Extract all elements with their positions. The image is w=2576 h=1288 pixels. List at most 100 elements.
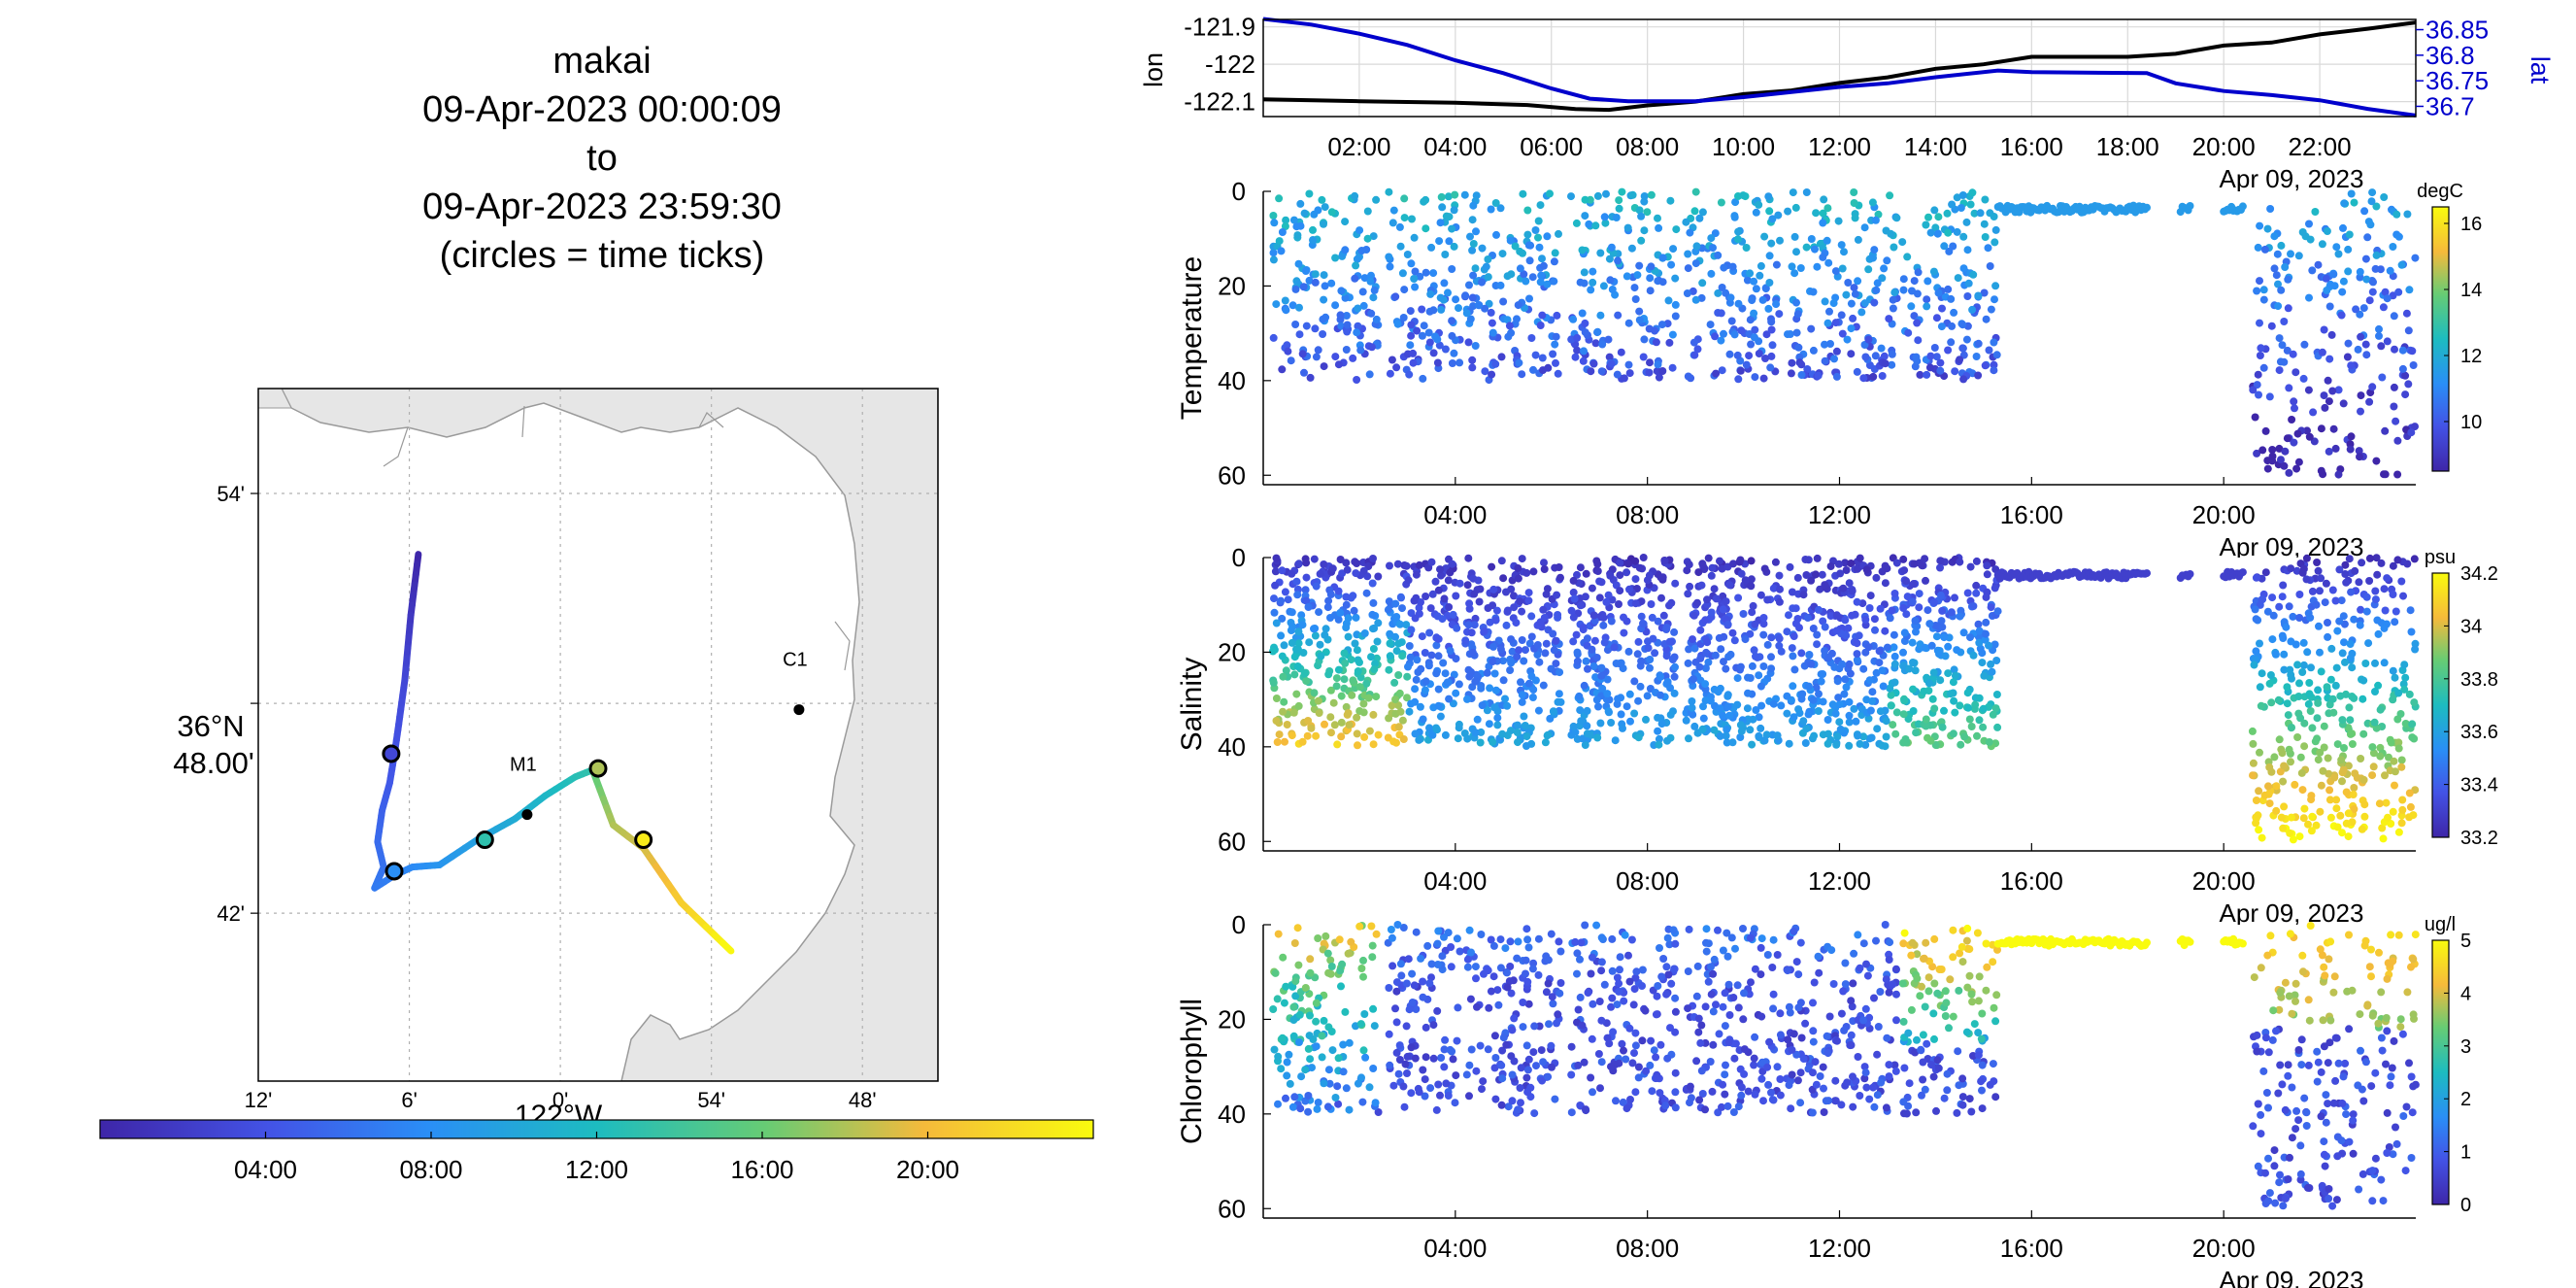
salinity-point: [1499, 574, 1508, 583]
salinity-point: [1302, 677, 1311, 686]
position-time-tick-label: 12:00: [1808, 132, 1871, 161]
chlorophyll-point: [1815, 968, 1823, 977]
temperature-point: [2372, 457, 2381, 465]
temperature-point: [1832, 347, 1841, 356]
chlorophyll-point: [2324, 1100, 2332, 1108]
salinity-point: [1506, 666, 1515, 674]
chlorophyll-point: [1547, 930, 1556, 938]
salinity-point: [1684, 659, 1692, 667]
position-time-tick-label: 10:00: [1712, 132, 1775, 161]
chlorophyll-point: [1626, 1096, 1634, 1103]
temperature-y-tick-label: 0: [1232, 177, 1246, 206]
salinity-point: [2410, 555, 2419, 563]
salinity-point: [1775, 634, 1784, 643]
chlorophyll-point: [1407, 1089, 1416, 1098]
chlorophyll-point: [1763, 951, 1772, 959]
chlorophyll-point: [1965, 945, 1974, 954]
chlorophyll-point: [1288, 1102, 1297, 1111]
temperature-point: [1981, 195, 1990, 204]
temperature-point: [1924, 277, 1932, 286]
chlorophyll-point: [1958, 958, 1967, 966]
salinity-point: [2314, 566, 2323, 575]
chlorophyll-point: [1885, 988, 1893, 997]
temperature-point: [2285, 384, 2293, 392]
salinity-point: [1799, 591, 1808, 599]
chlorophyll-point: [1448, 1047, 1456, 1056]
salinity-point: [2272, 782, 2281, 791]
temperature-point: [1730, 213, 1739, 221]
salinity-point: [1688, 703, 1696, 712]
salinity-point: [1411, 614, 1420, 623]
chlorophyll-point: [1327, 1028, 1336, 1035]
chlorophyll-point: [1634, 1073, 1643, 1082]
salinity-point: [1334, 665, 1343, 674]
salinity-point: [1634, 637, 1643, 646]
temperature-point: [1987, 305, 1995, 314]
temperature-point: [1481, 367, 1489, 376]
chlorophyll-point: [1314, 1099, 1322, 1106]
chlorophyll-point: [1978, 1009, 1987, 1018]
chlorophyll-point: [1576, 993, 1585, 1001]
chlorophyll-point: [1608, 934, 1617, 943]
temperature-point: [1821, 356, 1829, 365]
salinity-point: [1326, 591, 1335, 598]
chlorophyll-point: [1306, 955, 1315, 964]
temperature-point: [1722, 288, 1730, 297]
salinity-point: [1759, 620, 1768, 628]
salinity-point: [1337, 732, 1346, 741]
chlorophyll-point: [1877, 1078, 1886, 1087]
chlorophyll-point: [1427, 973, 1435, 982]
chlorophyll-point: [1656, 944, 1663, 952]
salinity-point: [1398, 652, 1407, 661]
temperature-point: [2332, 243, 2341, 252]
salinity-point: [1794, 705, 1803, 714]
salinity-point: [1804, 710, 1813, 719]
salinity-point: [1743, 704, 1752, 713]
salinity-point: [2358, 559, 2366, 567]
temperature-point: [1448, 265, 1456, 273]
salinity-point: [1593, 567, 1602, 575]
chlorophyll-point: [1308, 1064, 1316, 1072]
chlorophyll-point: [1918, 1091, 1925, 1100]
temperature-point: [1837, 311, 1846, 320]
salinity-point: [1875, 647, 1884, 656]
salinity-point: [1520, 657, 1528, 665]
temperature-point: [2298, 228, 2307, 236]
temperature-point: [1761, 355, 1769, 362]
temperature-point: [1653, 367, 1661, 376]
salinity-point: [1569, 613, 1578, 622]
map-frame: [257, 388, 939, 1082]
temperature-point: [1847, 299, 1856, 308]
chlorophyll-point: [1850, 949, 1858, 958]
temperature-point: [2344, 245, 2353, 254]
chlorophyll-point: [1859, 1016, 1867, 1025]
temperature-point: [1809, 288, 1818, 296]
temperature-point: [1658, 367, 1667, 375]
temperature-point: [1669, 245, 1678, 254]
temperature-point: [1764, 304, 1773, 313]
chlorophyll-point: [2250, 973, 2258, 982]
temperature-point: [2272, 271, 2281, 280]
temperature-point: [2268, 446, 2277, 454]
salinity-point: [2278, 749, 2287, 758]
salinity-point: [1936, 676, 1945, 685]
temperature-point: [1437, 192, 1446, 201]
salinity-point: [1924, 606, 1932, 615]
salinity-point: [1878, 666, 1887, 675]
salinity-point: [1541, 738, 1550, 747]
salinity-point: [1392, 738, 1400, 747]
salinity-point: [1728, 628, 1737, 637]
chlorophyll-point: [1326, 956, 1335, 965]
temperature-point: [1947, 294, 1956, 303]
temperature-point: [1491, 199, 1500, 207]
chlorophyll-point: [1965, 1095, 1974, 1103]
chlorophyll-point: [1751, 1033, 1759, 1041]
salinity-point: [2342, 819, 2351, 828]
temperature-point: [1964, 279, 1973, 288]
chlorophyll-point: [2270, 1146, 2279, 1155]
chlorophyll-point: [1809, 1068, 1817, 1077]
salinity-point: [2268, 593, 2277, 602]
salinity-point: [1543, 585, 1552, 593]
salinity-point: [1657, 720, 1666, 729]
salinity-point: [1445, 695, 1454, 703]
